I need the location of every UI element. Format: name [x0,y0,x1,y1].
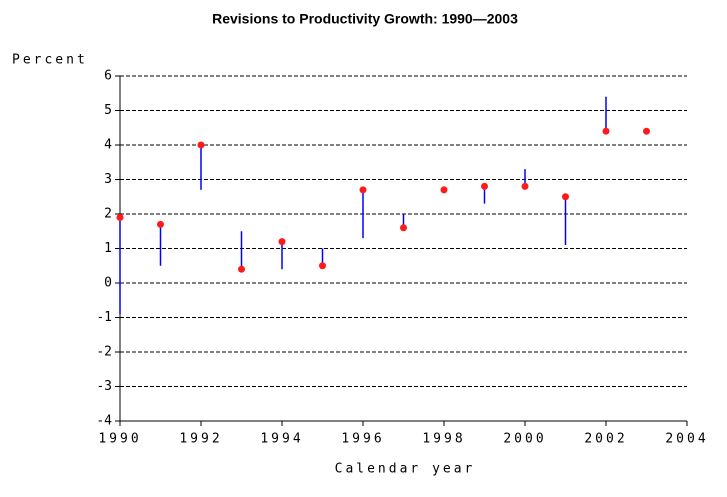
y-tick-label: 0 [104,276,112,291]
y-tick-label: 2 [104,207,112,222]
data-point [521,182,529,190]
x-tick-label: 2004 [665,432,708,447]
x-tick-label: 1998 [422,432,465,447]
data-point [481,182,488,190]
x-tick-label: 1992 [179,432,222,447]
y-tick-label: -1 [96,310,112,325]
data-point [643,127,650,135]
x-tick-label: 2000 [503,432,546,447]
y-tick-label: 3 [104,172,112,187]
y-tick-label: 4 [104,138,112,153]
data-point [562,193,569,201]
data-point [157,220,164,228]
y-tick-label: 6 [104,69,112,84]
data-point [278,238,286,246]
data-point [602,127,610,135]
data-point [440,186,448,194]
x-tick-label: 1990 [98,432,141,447]
x-tick-label: 1996 [341,432,384,447]
chart-title: Revisions to Productivity Growth: 1990—2… [212,11,518,27]
x-tick-label: 2002 [584,432,627,447]
data-point [238,265,245,273]
y-tick-label: 1 [104,241,112,256]
x-tick-label: 1994 [260,432,303,447]
y-tick-label: -2 [96,345,112,360]
x-axis-label: Calendar year [335,462,476,477]
y-tick-label: -4 [96,414,112,429]
data-point [197,141,205,149]
y-axis-label: Percent [12,53,88,68]
y-tick-label: -3 [96,379,112,394]
data-point [400,224,407,232]
data-point [116,213,124,221]
data-point [359,186,367,194]
data-point [319,262,326,270]
y-tick-label: 5 [104,103,112,118]
